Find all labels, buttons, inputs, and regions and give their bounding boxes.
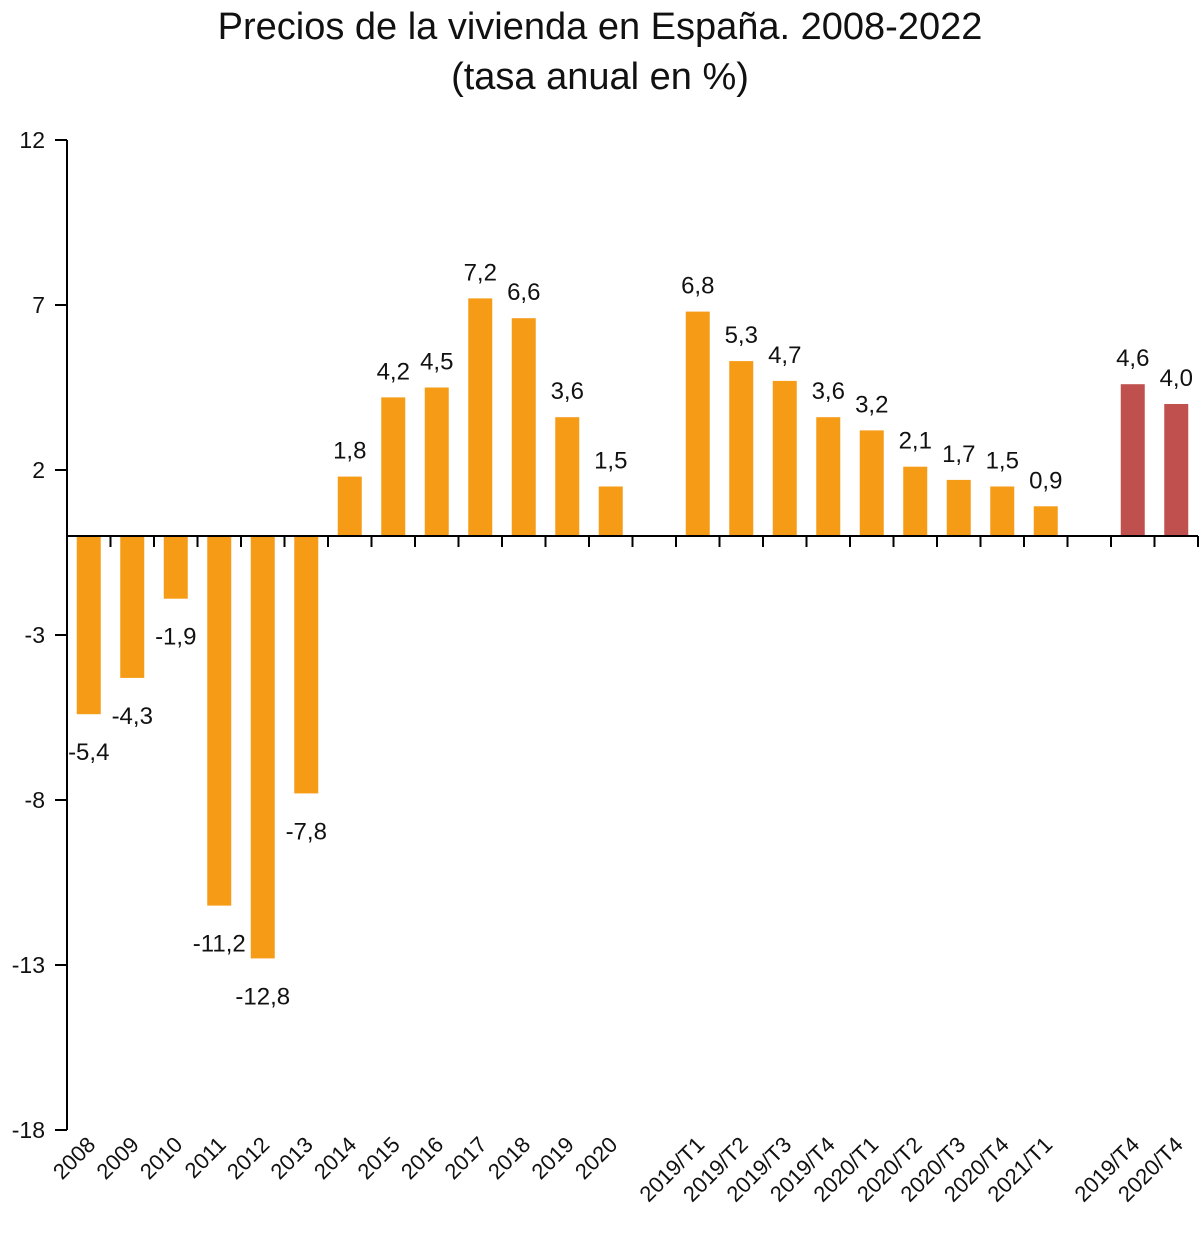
bar [990,486,1015,536]
data-label: -1,9 [155,624,196,651]
data-label: 3,6 [551,378,584,405]
bar [859,430,884,536]
bar [294,536,319,794]
data-label: -11,2 [193,931,246,958]
bar [163,536,188,599]
y-tick-label: 2 [32,457,45,483]
data-label: 1,5 [594,448,627,475]
bar [816,417,841,536]
data-label: -4,3 [112,703,153,730]
bar [946,479,971,536]
y-tick-label: -18 [12,1117,45,1143]
bar [337,476,362,536]
chart-title: Precios de la vivienda en España. 2008-2… [0,0,1200,102]
chart-title-main: Precios de la vivienda en España. 2008-2… [217,6,983,48]
data-label: 6,6 [507,279,540,306]
bar [1120,384,1145,536]
x-tick-label: 2012 [222,1132,274,1184]
data-label: 3,2 [855,391,888,418]
data-label: 2,1 [899,428,932,455]
data-label: 1,8 [333,438,366,465]
data-label: 1,5 [986,448,1019,475]
x-tick-label: 2010 [135,1132,187,1184]
bar [424,387,449,536]
data-label: 4,5 [420,349,453,376]
bar [772,380,797,536]
bar [207,536,232,906]
bar [250,536,275,959]
y-tick-label: 7 [32,292,45,318]
bar [381,397,406,536]
data-label: 4,6 [1116,345,1149,372]
data-label: 6,8 [681,273,714,300]
bar [598,486,623,536]
bar [1164,404,1189,536]
bar [685,311,710,536]
y-tick-label: -3 [25,622,45,648]
data-label: -5,4 [68,739,109,766]
data-label: 7,2 [464,259,497,286]
axes [66,140,1199,1130]
y-tick-label: -13 [12,952,45,978]
bar [76,536,101,715]
bar [903,466,928,536]
x-tick-label: 2013 [265,1132,317,1184]
value-labels: -5,4-4,3 -1,9 -11,2 -12,8 -7,8 1,8 4,2 4,5 7,2 6,… [68,259,1193,1010]
x-tick-label: 2014 [309,1132,361,1184]
x-tick-label: 2016 [396,1132,448,1184]
chart-subtitle: (tasa anual en %) [451,56,749,98]
x-axis-labels: 2008200920102011201220132014201520162017… [48,1132,1188,1207]
x-tick-label: 2020 [570,1132,622,1184]
x-tick-label: 2017 [439,1132,491,1184]
x-tick-label: 2019 [526,1132,578,1184]
x-tick-label: 2008 [48,1132,100,1184]
data-label: -12,8 [235,983,290,1010]
y-axis-ticks: 12 7 2 -3 -8 -13 -18 [12,127,67,1143]
data-label: 4,0 [1160,365,1193,392]
x-tick-label: 2015 [352,1132,404,1184]
bar-group [76,298,1189,959]
data-label: 4,7 [768,342,801,369]
data-label: 0,9 [1029,467,1062,494]
bar [120,536,145,678]
data-label: 3,6 [812,378,845,405]
x-tick-label: 2018 [483,1132,535,1184]
y-tick-label: -8 [25,787,45,813]
bar [729,361,754,536]
data-label: 4,2 [377,358,410,385]
bar [511,318,536,536]
data-label: 1,7 [942,441,975,468]
data-label: -7,8 [286,818,327,845]
y-tick-label: 12 [19,127,45,153]
bar [1033,506,1058,536]
x-tick-label: 2011 [180,1132,231,1183]
bar [468,298,493,536]
x-tick-label: 2009 [91,1132,143,1184]
bar [555,417,580,536]
data-label: 5,3 [725,322,758,349]
